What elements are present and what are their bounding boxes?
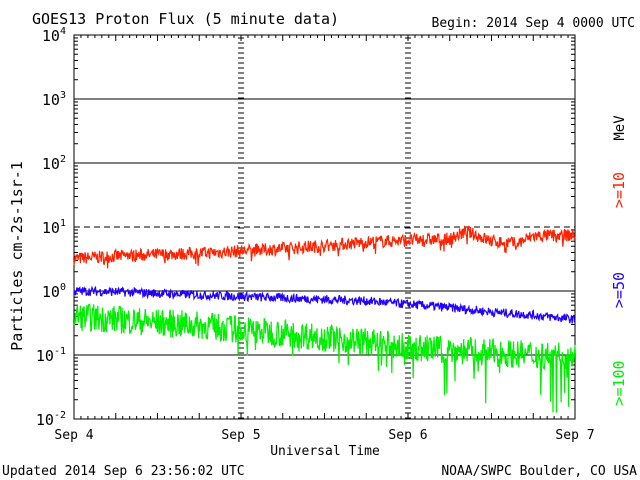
x-axis-label: Universal Time bbox=[270, 444, 380, 459]
x-tick-label: Sep 5 bbox=[221, 428, 260, 443]
x-tick-label: Sep 4 bbox=[54, 428, 93, 443]
y-tick-label: 103 bbox=[42, 90, 66, 109]
series-line-1 bbox=[73, 285, 576, 324]
legend-ge50: >=50 bbox=[610, 272, 628, 308]
series-line-0 bbox=[73, 225, 576, 269]
y-tick-label: 101 bbox=[42, 218, 66, 237]
y-tick-label: 10-2 bbox=[36, 410, 66, 429]
chart-title: GOES13 Proton Flux (5 minute data) bbox=[32, 10, 339, 28]
y-tick-label: 100 bbox=[42, 282, 66, 301]
unit-label: MeV bbox=[612, 115, 628, 141]
x-tick-label: Sep 7 bbox=[555, 428, 594, 443]
source-label: NOAA/SWPC Boulder, CO USA bbox=[441, 464, 637, 479]
series-line-2 bbox=[73, 303, 576, 413]
y-tick-label: 10-1 bbox=[36, 346, 66, 365]
begin-label: Begin: 2014 Sep 4 0000 UTC bbox=[432, 16, 636, 31]
y-tick-label: 104 bbox=[42, 26, 66, 45]
legend-ge100: >=100 bbox=[610, 360, 628, 405]
legend-ge10: >=10 bbox=[610, 172, 628, 208]
y-axis-label: Particles cm-2s-1sr-1 bbox=[8, 161, 26, 351]
updated-label: Updated 2014 Sep 6 23:56:02 UTC bbox=[2, 464, 245, 479]
x-tick-label: Sep 6 bbox=[388, 428, 427, 443]
y-tick-label: 102 bbox=[42, 154, 66, 173]
